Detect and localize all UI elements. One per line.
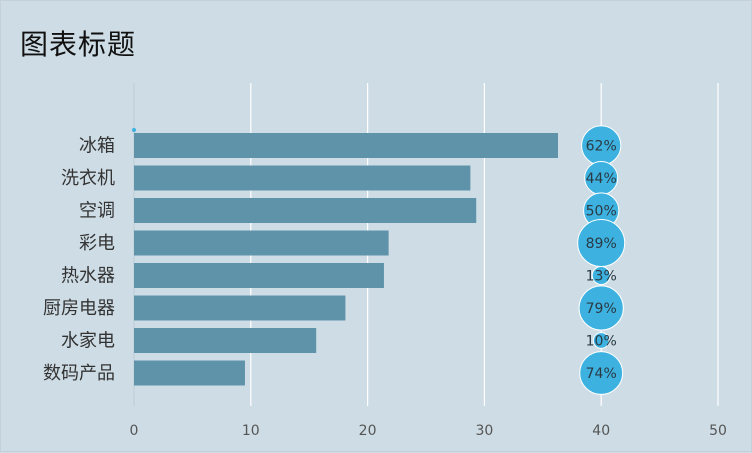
bubble [579, 351, 624, 395]
category-label: 水家电 [61, 331, 115, 352]
bubble [578, 285, 624, 331]
category-label: 空调 [79, 201, 115, 222]
bar [134, 295, 346, 321]
bar [134, 133, 558, 158]
category-label: 冰箱 [79, 136, 115, 157]
bar [134, 263, 384, 288]
x-tick-label: 40 [592, 423, 610, 439]
bar [134, 328, 317, 353]
bubble [592, 332, 610, 349]
percent-label: 89% [586, 236, 617, 252]
category-label: 厨房电器 [43, 298, 115, 319]
percent-label: 44% [586, 171, 617, 187]
percent-label: 10% [586, 334, 617, 350]
percent-label: 79% [586, 301, 617, 317]
category-label: 彩电 [79, 233, 115, 254]
percent-label: 74% [586, 366, 617, 382]
category-label: 洗衣机 [61, 168, 115, 189]
percent-label: 62% [586, 139, 617, 155]
marker-dot [132, 128, 136, 132]
bar [134, 165, 471, 191]
chart-title: 图表标题 [20, 28, 137, 61]
x-tick-label: 10 [242, 423, 260, 439]
category-label: 数码产品 [43, 363, 115, 384]
x-tick-label: 50 [709, 423, 727, 439]
x-tick-label: 0 [130, 423, 139, 439]
x-tick-label: 20 [359, 423, 377, 439]
bubble [591, 266, 611, 285]
x-tick-label: 30 [475, 423, 493, 439]
marker-dot [599, 128, 604, 132]
bar [134, 198, 477, 223]
percent-label: 13% [586, 269, 617, 285]
bar [134, 230, 389, 256]
percent-label: 50% [586, 204, 617, 220]
category-label: 热水器 [61, 266, 115, 287]
bar [134, 360, 245, 386]
